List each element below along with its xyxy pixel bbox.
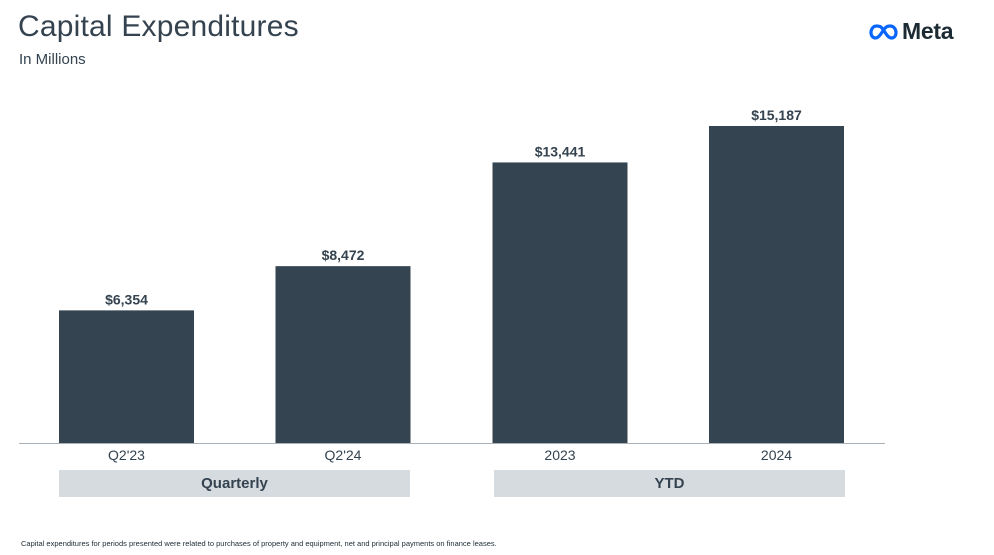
footnote: Capital expenditures for periods present… — [21, 539, 497, 548]
data-label-3: $15,187 — [751, 107, 802, 123]
page-title: Capital Expenditures — [18, 10, 299, 43]
bar-chart: $6,354 Q2'23 $8,472 Q2'24 $13,441 2023 $15,187… — [19, 107, 885, 463]
meta-logo: Meta — [869, 18, 954, 45]
meta-logo-text: Meta — [902, 18, 954, 44]
data-label-0: $6,354 — [105, 291, 148, 307]
bar-0 — [59, 310, 194, 443]
group-label-ytd: YTD — [494, 470, 845, 497]
bar-1 — [275, 266, 411, 443]
x-tick-label-1: Q2'24 — [325, 447, 362, 463]
page-subtitle: In Millions — [19, 51, 86, 68]
group-label-quarterly: Quarterly — [59, 470, 410, 497]
data-label-2: $13,441 — [535, 143, 586, 159]
bar-2 — [492, 162, 628, 443]
meta-infinity-icon — [869, 23, 898, 40]
x-tick-label-2: 2023 — [544, 447, 575, 463]
bar-3 — [709, 126, 844, 443]
data-label-1: $8,472 — [322, 247, 365, 263]
x-tick-label-0: Q2'23 — [108, 447, 145, 463]
x-tick-label-3: 2024 — [761, 447, 792, 463]
